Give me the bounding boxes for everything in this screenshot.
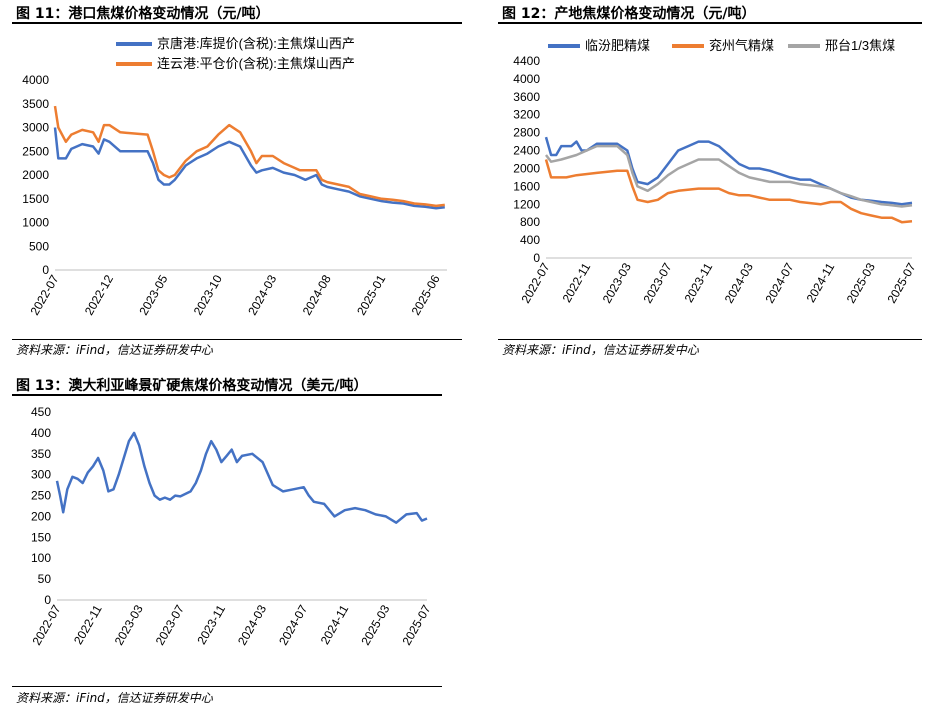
x-tick-label: 2025-07 [884, 260, 918, 305]
source-note: 资料来源：iFind，信达证券研发中心 [16, 691, 213, 705]
x-tick-label: 2022-11 [560, 260, 594, 305]
legend-label: 京唐港:库提价(含税):主焦煤山西产 [157, 36, 355, 51]
source-rule [12, 686, 442, 687]
x-tick-label: 2024-03 [235, 602, 269, 647]
x-tick-label: 2023-11 [682, 260, 716, 305]
legend-label: 临汾肥精煤 [585, 38, 650, 53]
y-tick-label: 1500 [22, 192, 49, 206]
y-tick-label: 450 [31, 405, 51, 419]
series-line-1 [544, 159, 913, 224]
source-note: 资料来源：iFind，信达证券研发中心 [502, 343, 699, 357]
y-tick-label: 50 [38, 572, 52, 586]
title-rule [498, 22, 922, 24]
chart-title: 图 12：产地焦煤价格变动情况（元/吨） [502, 6, 756, 22]
y-tick-label: 3500 [22, 97, 49, 111]
series-line-0 [55, 431, 428, 524]
x-tick-label: 2024-11 [318, 602, 352, 647]
y-tick-label: 2500 [22, 144, 49, 158]
y-tick-label: 4400 [513, 54, 540, 68]
source-rule [12, 339, 462, 340]
chart-panel-11: 图 11：港口焦煤价格变动情况（元/吨） 0 500 1000 1500 2000 250… [12, 0, 462, 360]
x-tick-label: 2024-03 [245, 272, 279, 317]
series-line-2 [545, 144, 913, 208]
y-tick-label: 100 [31, 551, 51, 565]
chart-13: 0 50 100 150 200 250 300 350 400 450 2022-07 2022-1… [29, 405, 433, 648]
y-tick-label: 3000 [22, 121, 49, 135]
x-tick-label: 2024-03 [722, 260, 756, 305]
title-rule [12, 394, 442, 396]
series-line-1 [53, 105, 445, 208]
y-tick-label: 350 [31, 447, 51, 461]
x-tick-label: 2025-01 [354, 272, 388, 317]
y-tick-label: 400 [520, 233, 540, 247]
x-tick-label: 2024-08 [300, 272, 334, 317]
y-tick-label: 2800 [513, 126, 540, 140]
x-tick-label: 2024-11 [804, 260, 838, 305]
y-tick-label: 200 [31, 509, 51, 523]
y-tick-label: 3600 [513, 90, 540, 104]
x-tick-label: 2023-07 [640, 260, 674, 305]
x-tick-label: 2024-07 [276, 602, 310, 647]
legend-label: 兖州气精煤 [709, 38, 774, 53]
series-line-0 [53, 127, 445, 210]
source-rule [498, 339, 922, 340]
y-tick-label: 4000 [513, 72, 540, 86]
y-tick-label: 250 [31, 489, 51, 503]
x-tick-label: 2023-10 [191, 272, 225, 317]
y-tick-label: 1600 [513, 179, 540, 193]
x-tick-label: 2023-11 [194, 602, 228, 647]
y-tick-label: 4000 [22, 73, 49, 87]
y-tick-label: 2400 [513, 144, 540, 158]
chart-11: 0 500 1000 1500 2000 2500 3000 3500 4000 2022-07 2… [22, 36, 447, 318]
chart-panel-12: 图 12：产地焦煤价格变动情况（元/吨） 0 400 800 1200 1600 2000… [498, 0, 922, 360]
y-tick-label: 300 [31, 468, 51, 482]
y-tick-label: 2000 [22, 168, 49, 182]
x-tick-label: 2022-11 [71, 602, 105, 647]
x-tick-label: 2023-05 [136, 272, 170, 317]
x-tick-label: 2023-07 [153, 602, 187, 647]
y-tick-label: 150 [31, 530, 51, 544]
x-tick-label: 2022-07 [27, 272, 61, 317]
legend-label: 邢台1/3焦煤 [825, 38, 895, 53]
x-tick-label: 2025-03 [358, 602, 392, 647]
x-tick-label: 2025-06 [409, 272, 443, 317]
x-tick-label: 2022-12 [82, 272, 116, 317]
x-tick-label: 2023-03 [600, 260, 634, 305]
y-tick-label: 400 [31, 426, 51, 440]
title-rule [12, 22, 462, 24]
y-tick-label: 2000 [513, 161, 540, 175]
chart-title: 图 13：澳大利亚峰景矿硬焦煤价格变动情况（美元/吨） [16, 378, 368, 394]
y-tick-label: 3200 [513, 108, 540, 122]
y-tick-label: 1200 [513, 197, 540, 211]
source-note: 资料来源：iFind，信达证券研发中心 [16, 343, 213, 357]
chart-title: 图 11：港口焦煤价格变动情况（元/吨） [16, 6, 270, 22]
y-tick-label: 1000 [22, 216, 49, 230]
x-tick-label: 2022-07 [29, 602, 63, 647]
legend-label: 连云港:平仓价(含税):主焦煤山西产 [157, 56, 355, 71]
x-tick-label: 2024-07 [762, 260, 796, 305]
y-tick-label: 0 [533, 251, 540, 265]
x-tick-label: 2022-07 [518, 260, 552, 305]
x-tick-label: 2025-03 [844, 260, 878, 305]
chart-panel-13: 图 13：澳大利亚峰景矿硬焦煤价格变动情况（美元/吨） 0 50 100 150 200… [12, 372, 442, 720]
x-tick-label: 2025-07 [399, 602, 433, 647]
x-tick-label: 2023-03 [112, 602, 146, 647]
y-tick-label: 500 [29, 239, 49, 253]
y-tick-label: 0 [44, 593, 51, 607]
chart-12: 0 400 800 1200 1600 2000 2400 2800 3200 3600 4000 4… [513, 38, 918, 306]
y-tick-label: 0 [42, 263, 49, 277]
y-tick-label: 800 [520, 215, 540, 229]
